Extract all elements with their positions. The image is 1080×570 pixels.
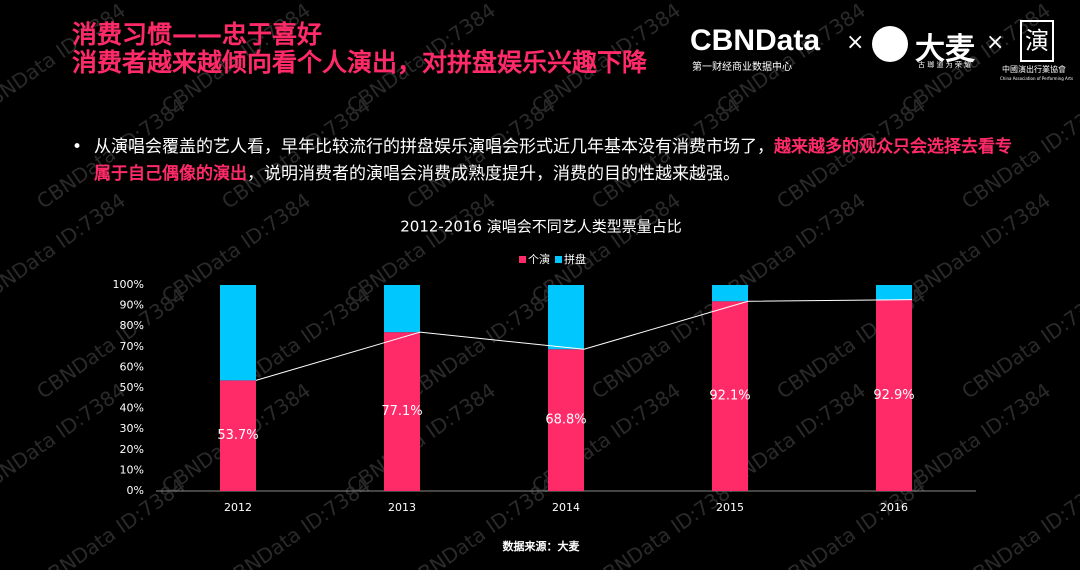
x-tick-label: 2015	[716, 501, 744, 514]
bar-segment	[712, 285, 748, 302]
y-tick-label: 0%	[127, 484, 144, 497]
y-tick-label: 40%	[120, 402, 144, 415]
y-tick-label: 20%	[120, 443, 144, 456]
damai-logo: 大麦	[915, 32, 975, 67]
legend-label: 个演	[528, 252, 550, 266]
cbn-sub: 第一财经商业数据中心	[692, 62, 792, 73]
slide-subtitle: 消费者越来越倾向看个人演出，对拼盘娱乐兴趣下降	[72, 48, 648, 77]
bar-segment	[548, 285, 584, 350]
bar-segment	[384, 285, 420, 333]
y-tick-label: 80%	[120, 319, 144, 332]
caca-seal: 演	[1020, 20, 1054, 62]
bar-segment	[384, 332, 420, 491]
text: 从演唱会覆盖的艺人看，早年比较流行的拼盘娱乐演唱会形式近几年基本没有消费市场了，	[94, 137, 774, 157]
bar-segment	[876, 299, 912, 491]
source: 数据来源：大麦	[503, 539, 581, 553]
legend-swatch	[519, 256, 526, 263]
legend-label: 拼盘	[564, 252, 586, 266]
value-label: 92.9%	[873, 388, 914, 403]
cbn-logo: CBNData	[690, 24, 821, 57]
damai-icon	[872, 26, 908, 62]
legend-swatch	[555, 256, 562, 263]
bar-segment	[220, 380, 256, 491]
y-tick-label: 100%	[113, 278, 144, 291]
bar-segment	[220, 285, 256, 381]
y-tick-label: 60%	[120, 360, 144, 373]
y-tick-label: 70%	[120, 340, 144, 353]
times: ×	[846, 30, 865, 55]
bar-segment	[876, 285, 912, 300]
bullet-mark: •	[72, 137, 83, 157]
x-tick-label: 2013	[388, 501, 416, 514]
bar-segment	[548, 349, 584, 491]
bullet-text: 从演唱会覆盖的艺人看，早年比较流行的拼盘娱乐演唱会形式近几年基本没有消费市场了，…	[94, 134, 1012, 188]
caca-name: 中國演出行業協會	[1002, 65, 1066, 74]
caca-en: China Association of Performing Arts	[1000, 76, 1074, 81]
x-tick-label: 2014	[552, 501, 580, 514]
slide-title: 消费习惯——忠于喜好	[72, 20, 323, 49]
text: ，说明消费者的演唱会消费成熟度提升，消费的目的性越来越强。	[247, 164, 740, 184]
x-tick-label: 2012	[224, 501, 252, 514]
chart-title: 2012-2016 演唱会不同艺人类型票量占比	[400, 218, 682, 236]
y-tick-label: 30%	[120, 422, 144, 435]
damai-sub: 古 瑯 道 为 荣 耀	[918, 61, 972, 69]
trend-line	[255, 299, 913, 381]
highlight: 越来越多的观众只会选择去看专属于自己偶像的演出	[94, 137, 1012, 184]
bar-segment	[712, 301, 748, 491]
y-tick-label: 50%	[120, 381, 144, 394]
value-label: 92.1%	[709, 389, 750, 404]
x-tick-label: 2016	[880, 501, 908, 514]
bullet: • 从演唱会覆盖的艺人看，早年比较流行的拼盘娱乐演唱会形式近几年基本没有消费市场…	[72, 134, 1012, 188]
y-tick-label: 10%	[120, 463, 144, 476]
value-label: 53.7%	[217, 428, 258, 443]
value-label: 77.1%	[381, 404, 422, 419]
value-label: 68.8%	[545, 413, 586, 428]
y-tick-label: 90%	[120, 299, 144, 312]
times: ×	[986, 30, 1005, 55]
